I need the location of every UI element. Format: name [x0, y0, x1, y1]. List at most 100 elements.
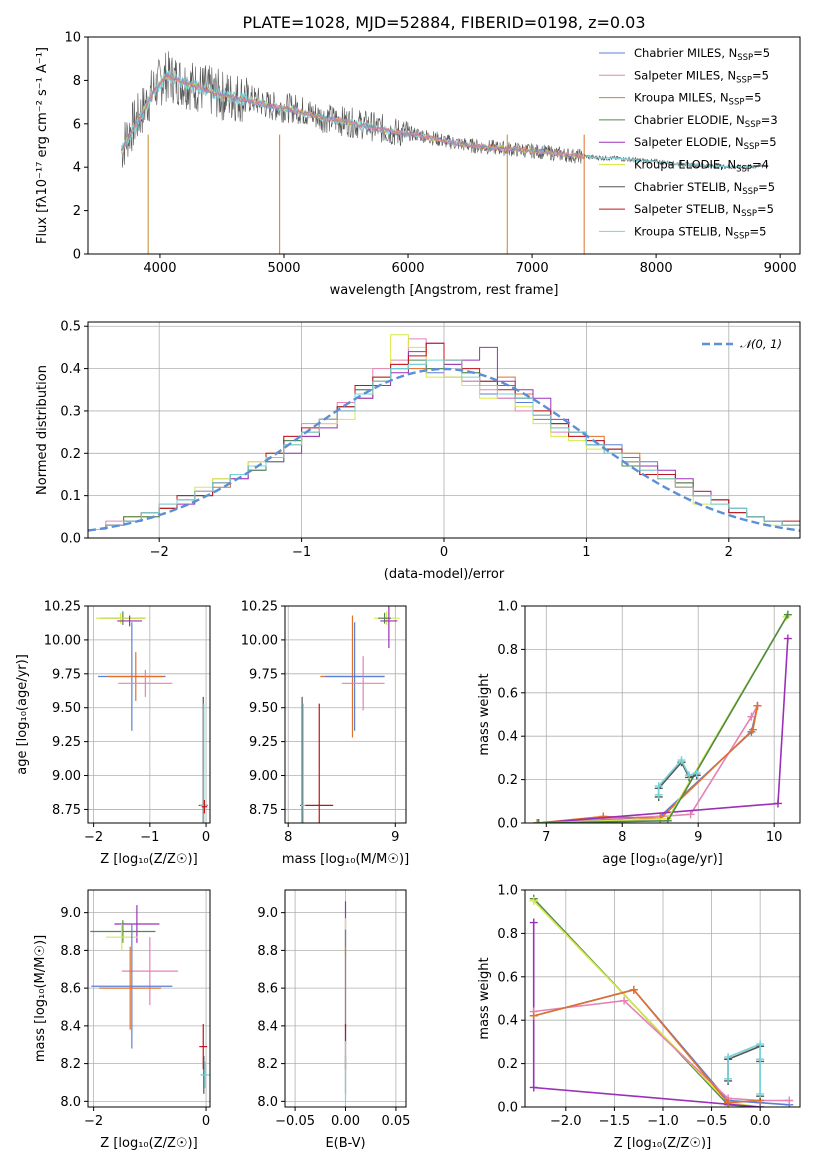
y-tick-label: 10.00: [44, 633, 81, 648]
weight-marker: [773, 799, 782, 808]
weight-marker: [654, 782, 663, 791]
weight-marker: [534, 819, 543, 823]
weight-line-Salpeter-ELODIE: [538, 638, 789, 823]
y-axis-label: Flux [fλ10⁻¹⁷ erg cm⁻² s⁻¹ A⁻¹]: [35, 47, 50, 244]
x-tick-label: −1: [140, 830, 159, 845]
y-tick-label: 9.75: [52, 667, 81, 682]
legend-label: Kroupa MILES, NSSP=5: [634, 91, 761, 108]
y-tick-label: 8.6: [60, 982, 81, 997]
y-tick-label: 0: [73, 248, 81, 263]
normal-distribution-curve: [88, 367, 800, 532]
weight-marker: [785, 1096, 794, 1105]
spectrum-plot: [121, 51, 768, 254]
x-tick-label: 7000: [516, 261, 549, 276]
y-tick-label: 0.1: [60, 489, 81, 504]
weight-line-Chabrier-ELODIE: [533, 898, 761, 1107]
y-tick-label: 0.6: [497, 686, 518, 701]
histogram-plot: [88, 334, 800, 538]
weight-marker: [685, 771, 694, 780]
y-tick-label: 8.4: [60, 1019, 81, 1034]
y-tick-label: 8.4: [257, 1019, 278, 1034]
y-tick-label: 9.25: [52, 735, 81, 750]
y-tick-label: 0.4: [497, 1014, 518, 1029]
x-axis-label: mass [log₁₀(M/M☉)]: [282, 852, 409, 867]
weight-marker: [753, 701, 762, 710]
y-tick-label: 9.00: [52, 769, 81, 784]
y-tick-label: 9.75: [249, 667, 278, 682]
weight-marker: [677, 756, 686, 765]
weight-marker: [692, 769, 701, 778]
age_vs_mass-axes: 8 9 8.75 9.00 9.25 9.50 9.75 10.00 10.25 mass [lo…: [241, 600, 409, 868]
x-tick-label: −2: [150, 545, 169, 560]
x-tick-label: 0: [202, 1114, 210, 1129]
chart-title: PLATE=1028, MJD=52884, FIBERID=0198, z=0…: [242, 13, 645, 32]
x-tick-label: −0.5: [696, 1114, 728, 1129]
x-tick-label: 10: [766, 830, 783, 845]
y-tick-label: 0.2: [497, 1057, 518, 1072]
y-tick-label: 9.50: [249, 701, 278, 716]
x-tick-label: 4000: [143, 261, 176, 276]
weight-line-Kroupa-MILES: [533, 988, 761, 1104]
x-axis-label: E(B-V): [325, 1136, 365, 1151]
x-tick-label: 0.00: [331, 1114, 360, 1129]
y-tick-label: 8.8: [60, 944, 81, 959]
x-tick-label: −0.05: [275, 1114, 315, 1129]
spectrum-frame: [87, 36, 801, 255]
mass_vs_Z-points: [90, 905, 210, 1094]
x-axis-label: Z [log₁₀(Z/Z☉)]: [100, 852, 197, 867]
y-tick-label: 0.4: [497, 730, 518, 745]
weight-line-Kroupa-STELIB: [727, 1042, 761, 1094]
legend-label: Salpeter MILES, NSSP=5: [634, 68, 769, 85]
y-tick-label: 0.3: [60, 404, 81, 419]
x-axis-label: (data-model)/error: [384, 567, 505, 582]
y-tick-label: 10.00: [241, 633, 278, 648]
y-tick-label: 9.0: [257, 906, 278, 921]
legend-label: Kroupa ELODIE, NSSP=4: [634, 158, 769, 175]
spectrum-line-data: [121, 51, 768, 171]
y-tick-label: 8.2: [60, 1057, 81, 1072]
y-tick-label: 2: [73, 204, 81, 219]
y-axis-label: mass [log₁₀(M/M☉)]: [33, 935, 48, 1062]
y-tick-label: 0.4: [60, 362, 81, 377]
mass_vs_ebv-axes: −0.05 0.00 0.05 8.0 8.2 8.4 8.6 8.8 9.0 E(B-V): [257, 890, 410, 1151]
x-tick-label: 8: [618, 830, 626, 845]
weight-marker: [529, 1011, 538, 1020]
x-tick-label: 6000: [391, 261, 424, 276]
y-tick-label: 6: [73, 117, 81, 132]
y-tick-label: 8.2: [257, 1057, 278, 1072]
weight-marker: [783, 634, 792, 643]
y-tick-label: 10.25: [44, 600, 81, 615]
weight-marker: [783, 610, 792, 619]
weight-line-Chabrier-STELIB: [727, 1045, 761, 1097]
x-tick-label: −2: [84, 1114, 103, 1129]
y-tick-label: 9.50: [52, 701, 81, 716]
weight-marker: [686, 810, 695, 819]
y-tick-label: 10: [64, 31, 81, 46]
residuals-frame: [87, 321, 801, 539]
x-tick-label: −2.0: [550, 1114, 582, 1129]
weight-marker: [529, 896, 538, 905]
x-axis-label: Z [log₁₀(Z/Z☉)]: [614, 1136, 711, 1151]
weight-marker: [629, 985, 638, 994]
mass_vs_ebv-frame: [284, 889, 407, 1108]
legend-label: Salpeter ELODIE, NSSP=5: [634, 135, 777, 152]
x-tick-label: 0: [440, 545, 448, 560]
x-tick-label: 1: [582, 545, 590, 560]
x-axis-label: Z [log₁₀(Z/Z☉)]: [100, 1136, 197, 1151]
x-axis-label: age [log₁₀(age/yr)]: [602, 852, 723, 867]
residuals-axes: −2 −1 0 1 2 0.0 0.1 0.2 0.3 0.4 0.5 (data-model)/er…: [35, 320, 800, 582]
y-tick-label: 9.25: [249, 735, 278, 750]
weight-marker: [756, 1055, 765, 1064]
spectrum-legend: Chabrier MILES, NSSP=5 Salpeter MILES, NS…: [599, 46, 778, 241]
y-tick-label: 0.8: [497, 927, 518, 942]
y-axis-label: age [log₁₀(age/yr)]: [15, 654, 30, 775]
x-tick-label: 8: [284, 830, 292, 845]
weight-line-Kroupa-ELODIE: [533, 900, 761, 1107]
x-tick-label: 7: [542, 830, 550, 845]
y-tick-label: 1.0: [497, 600, 518, 615]
x-tick-label: 9: [694, 830, 702, 845]
age_vs_Z-frame: [87, 605, 211, 824]
y-tick-label: 1.0: [497, 884, 518, 899]
x-tick-label: 0: [202, 830, 210, 845]
y-tick-label: 0.0: [497, 817, 518, 832]
